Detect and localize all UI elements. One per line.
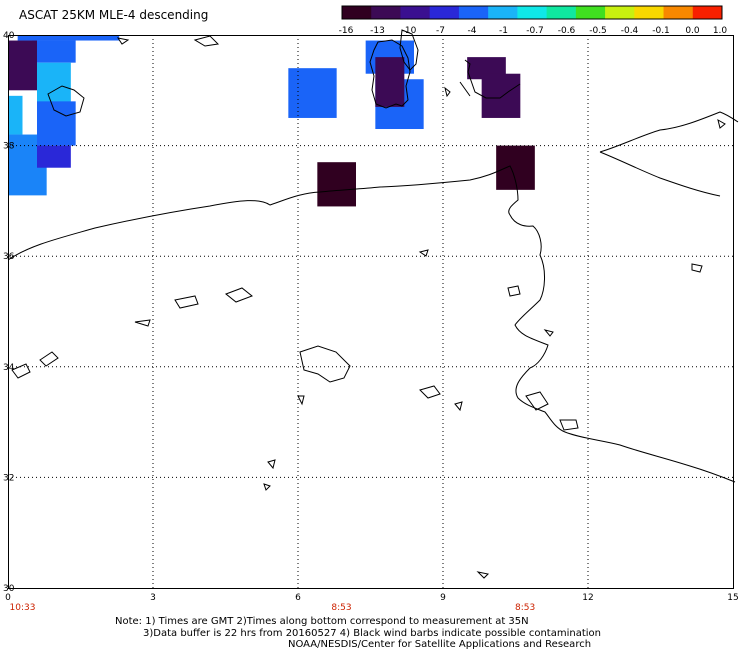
wind-cell-2 <box>37 62 71 107</box>
coastline-corsica <box>399 29 419 71</box>
pass-time-label: 8:53 <box>331 603 351 613</box>
footer-note-line-1: Note: 1) Times are GMT 2)Times along bot… <box>115 616 529 627</box>
x-tick-label: 9 <box>440 593 446 603</box>
colorbar-swatch <box>605 6 635 19</box>
wind-cell-13 <box>481 73 521 118</box>
colorbar-label: -16 <box>339 26 354 36</box>
colorbar-swatch <box>546 6 577 19</box>
wind-cell-7 <box>37 145 71 168</box>
coastline-chott-3 <box>454 401 463 412</box>
coastline-chott-10 <box>263 483 271 491</box>
x-tick-label: 6 <box>295 593 301 603</box>
coastline-island-3 <box>717 118 726 129</box>
footer-note-line-3: NOAA/NESDIS/Center for Satellite Applica… <box>288 639 592 650</box>
coastline-chott-6 <box>174 295 199 309</box>
wind-cells-layer <box>8 35 535 207</box>
footer-note-line-2: 3)Data buffer is 22 hrs from 20160527 4)… <box>143 628 601 639</box>
wind-cell-15 <box>317 162 356 207</box>
coastline-sicily <box>599 111 739 197</box>
coastline-chott-8 <box>134 319 151 327</box>
colorbar-label: 1.0 <box>713 26 728 36</box>
wind-cell-8 <box>288 68 337 118</box>
coastline-sardinia <box>369 39 411 109</box>
colorbar-label: -13 <box>370 26 385 36</box>
colorbar-swatch <box>488 6 518 19</box>
coastline-island-5 <box>507 285 521 297</box>
coastline-chott-12 <box>297 395 305 406</box>
colorbar-label: -4 <box>468 26 477 36</box>
coastline-chott-1 <box>299 345 351 383</box>
colorbar-swatch <box>634 6 665 19</box>
colorbar-label: -10 <box>402 26 417 36</box>
coastline-mallorca <box>47 85 85 117</box>
wind-cell-3 <box>8 40 37 91</box>
colorbar-border <box>341 5 723 20</box>
colorbar-label: -1 <box>499 26 508 36</box>
colorbar-swatch <box>663 6 694 19</box>
y-tick-label: 40 <box>3 31 15 41</box>
x-tick-label: 15 <box>727 593 738 603</box>
wind-cell-11 <box>375 57 405 107</box>
wind-cell-1 <box>32 40 76 63</box>
colorbar-swatch <box>371 6 401 19</box>
y-tick-label: 34 <box>3 363 15 373</box>
map-frame <box>8 35 734 589</box>
colorbar-label: -0.6 <box>558 26 576 36</box>
colorbar-swatch <box>342 6 372 19</box>
pass-time-label: 8:53 <box>515 603 535 613</box>
coastline-north-africa <box>7 165 736 483</box>
colorbar-swatch <box>517 6 548 19</box>
colorbar-swatch <box>692 6 723 19</box>
coastline-island-2 <box>444 86 451 98</box>
coastline-chott-2 <box>419 385 441 399</box>
y-tick-label: 30 <box>3 584 15 594</box>
x-tick-label: 12 <box>582 593 593 603</box>
colorbar-label: -0.1 <box>652 26 670 36</box>
colorbar-label: 0.0 <box>685 26 700 36</box>
coastline-chott-13 <box>525 391 549 411</box>
colorbar-swatch <box>575 6 606 19</box>
coastline-menorca <box>116 37 130 45</box>
colorbar-swatch <box>429 6 460 19</box>
x-tick-label: 3 <box>150 593 156 603</box>
x-tick-label: 0 <box>5 593 11 603</box>
colorbar-swatch <box>400 6 431 19</box>
y-tick-label: 32 <box>3 473 14 483</box>
coastline-layer <box>7 29 739 579</box>
coastline-chott-9 <box>267 459 276 470</box>
coastline-chott-14 <box>559 419 579 431</box>
colorbar: -16 -13 -10 -7 -4 -1 -0.7 -0.6 -0.5 -0.4 -0.1 0.0 1.… <box>339 5 728 36</box>
coastline-island-1 <box>193 35 220 47</box>
pass-time-label: 10:33 <box>10 603 36 613</box>
y-tick-label: 36 <box>3 252 15 262</box>
wind-cell-0 <box>17 35 120 41</box>
wind-cell-4 <box>8 95 23 135</box>
coastline-chott-7 <box>225 287 253 303</box>
y-tick-label: 38 <box>3 142 15 152</box>
map-title: ASCAT 25KM MLE-4 descending <box>19 8 209 22</box>
colorbar-label: -7 <box>436 26 445 36</box>
coastline-chott-5 <box>11 363 31 379</box>
coastline-island-4 <box>691 263 703 273</box>
coastline-chott-11 <box>476 571 490 579</box>
colorbar-label: -0.5 <box>589 26 607 36</box>
colorbar-label: -0.4 <box>621 26 639 36</box>
coastline-italy <box>459 59 521 99</box>
colorbar-label: -0.7 <box>526 26 544 36</box>
coastline-island-7 <box>418 249 429 257</box>
coastline-island-6 <box>543 329 554 337</box>
colorbar-swatch <box>458 6 489 19</box>
wind-cell-6 <box>37 101 76 146</box>
coastline-chott-4 <box>39 351 59 367</box>
graticule-layer <box>8 35 733 588</box>
